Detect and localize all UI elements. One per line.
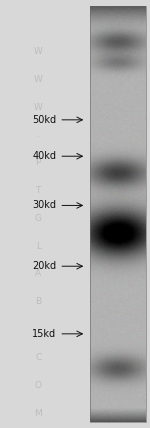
Text: 20kd: 20kd (32, 261, 56, 271)
Text: W: W (34, 47, 43, 56)
Text: T: T (36, 186, 41, 195)
Text: A: A (35, 269, 41, 279)
Text: 15kd: 15kd (32, 329, 56, 339)
Text: B: B (35, 297, 41, 306)
Text: 40kd: 40kd (32, 151, 56, 161)
Text: W: W (34, 102, 43, 112)
Text: .: . (37, 325, 40, 334)
Text: C: C (35, 353, 41, 362)
Text: M: M (34, 408, 42, 418)
Bar (90, 6, 146, 422)
Text: G: G (35, 214, 42, 223)
Text: P: P (36, 158, 41, 167)
Text: W: W (34, 74, 43, 84)
Text: .: . (37, 130, 40, 140)
Text: L: L (36, 241, 41, 251)
Text: O: O (35, 380, 42, 390)
Text: 50kd: 50kd (32, 115, 56, 125)
Text: 30kd: 30kd (32, 200, 56, 211)
